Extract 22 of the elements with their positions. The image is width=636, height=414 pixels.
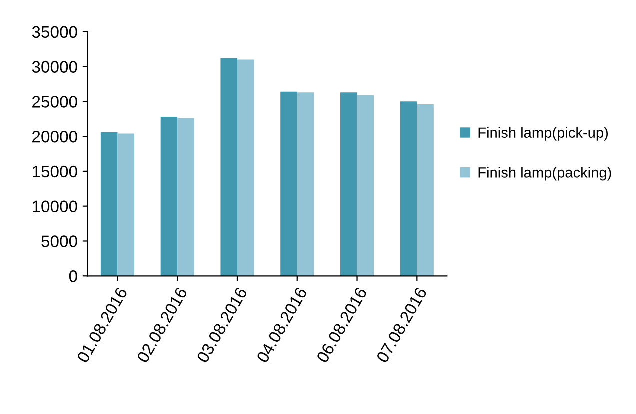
bar [118,134,134,276]
bar [417,104,434,276]
y-tick-label: 10000 [32,200,78,213]
bar [280,92,298,276]
y-tick-label: 35000 [32,26,78,38]
bar [400,102,418,276]
y-tick-label: 0 [69,270,78,282]
bar [178,118,194,276]
bar [357,95,374,276]
y-tick-label: 5000 [42,236,78,248]
y-tick-label: 20000 [32,130,78,143]
y-tick-label: 15000 [32,166,78,178]
bar [100,132,118,276]
legend-label: Finish lamp(packing) [478,167,612,181]
bar [220,58,238,276]
bar [237,60,254,276]
bar [160,117,178,276]
bar [297,92,314,276]
legend-label: Finish lamp(pick-up) [478,127,608,141]
bar [340,92,358,276]
y-tick-label: 30000 [32,61,78,73]
y-tick-label: 25000 [32,96,78,108]
